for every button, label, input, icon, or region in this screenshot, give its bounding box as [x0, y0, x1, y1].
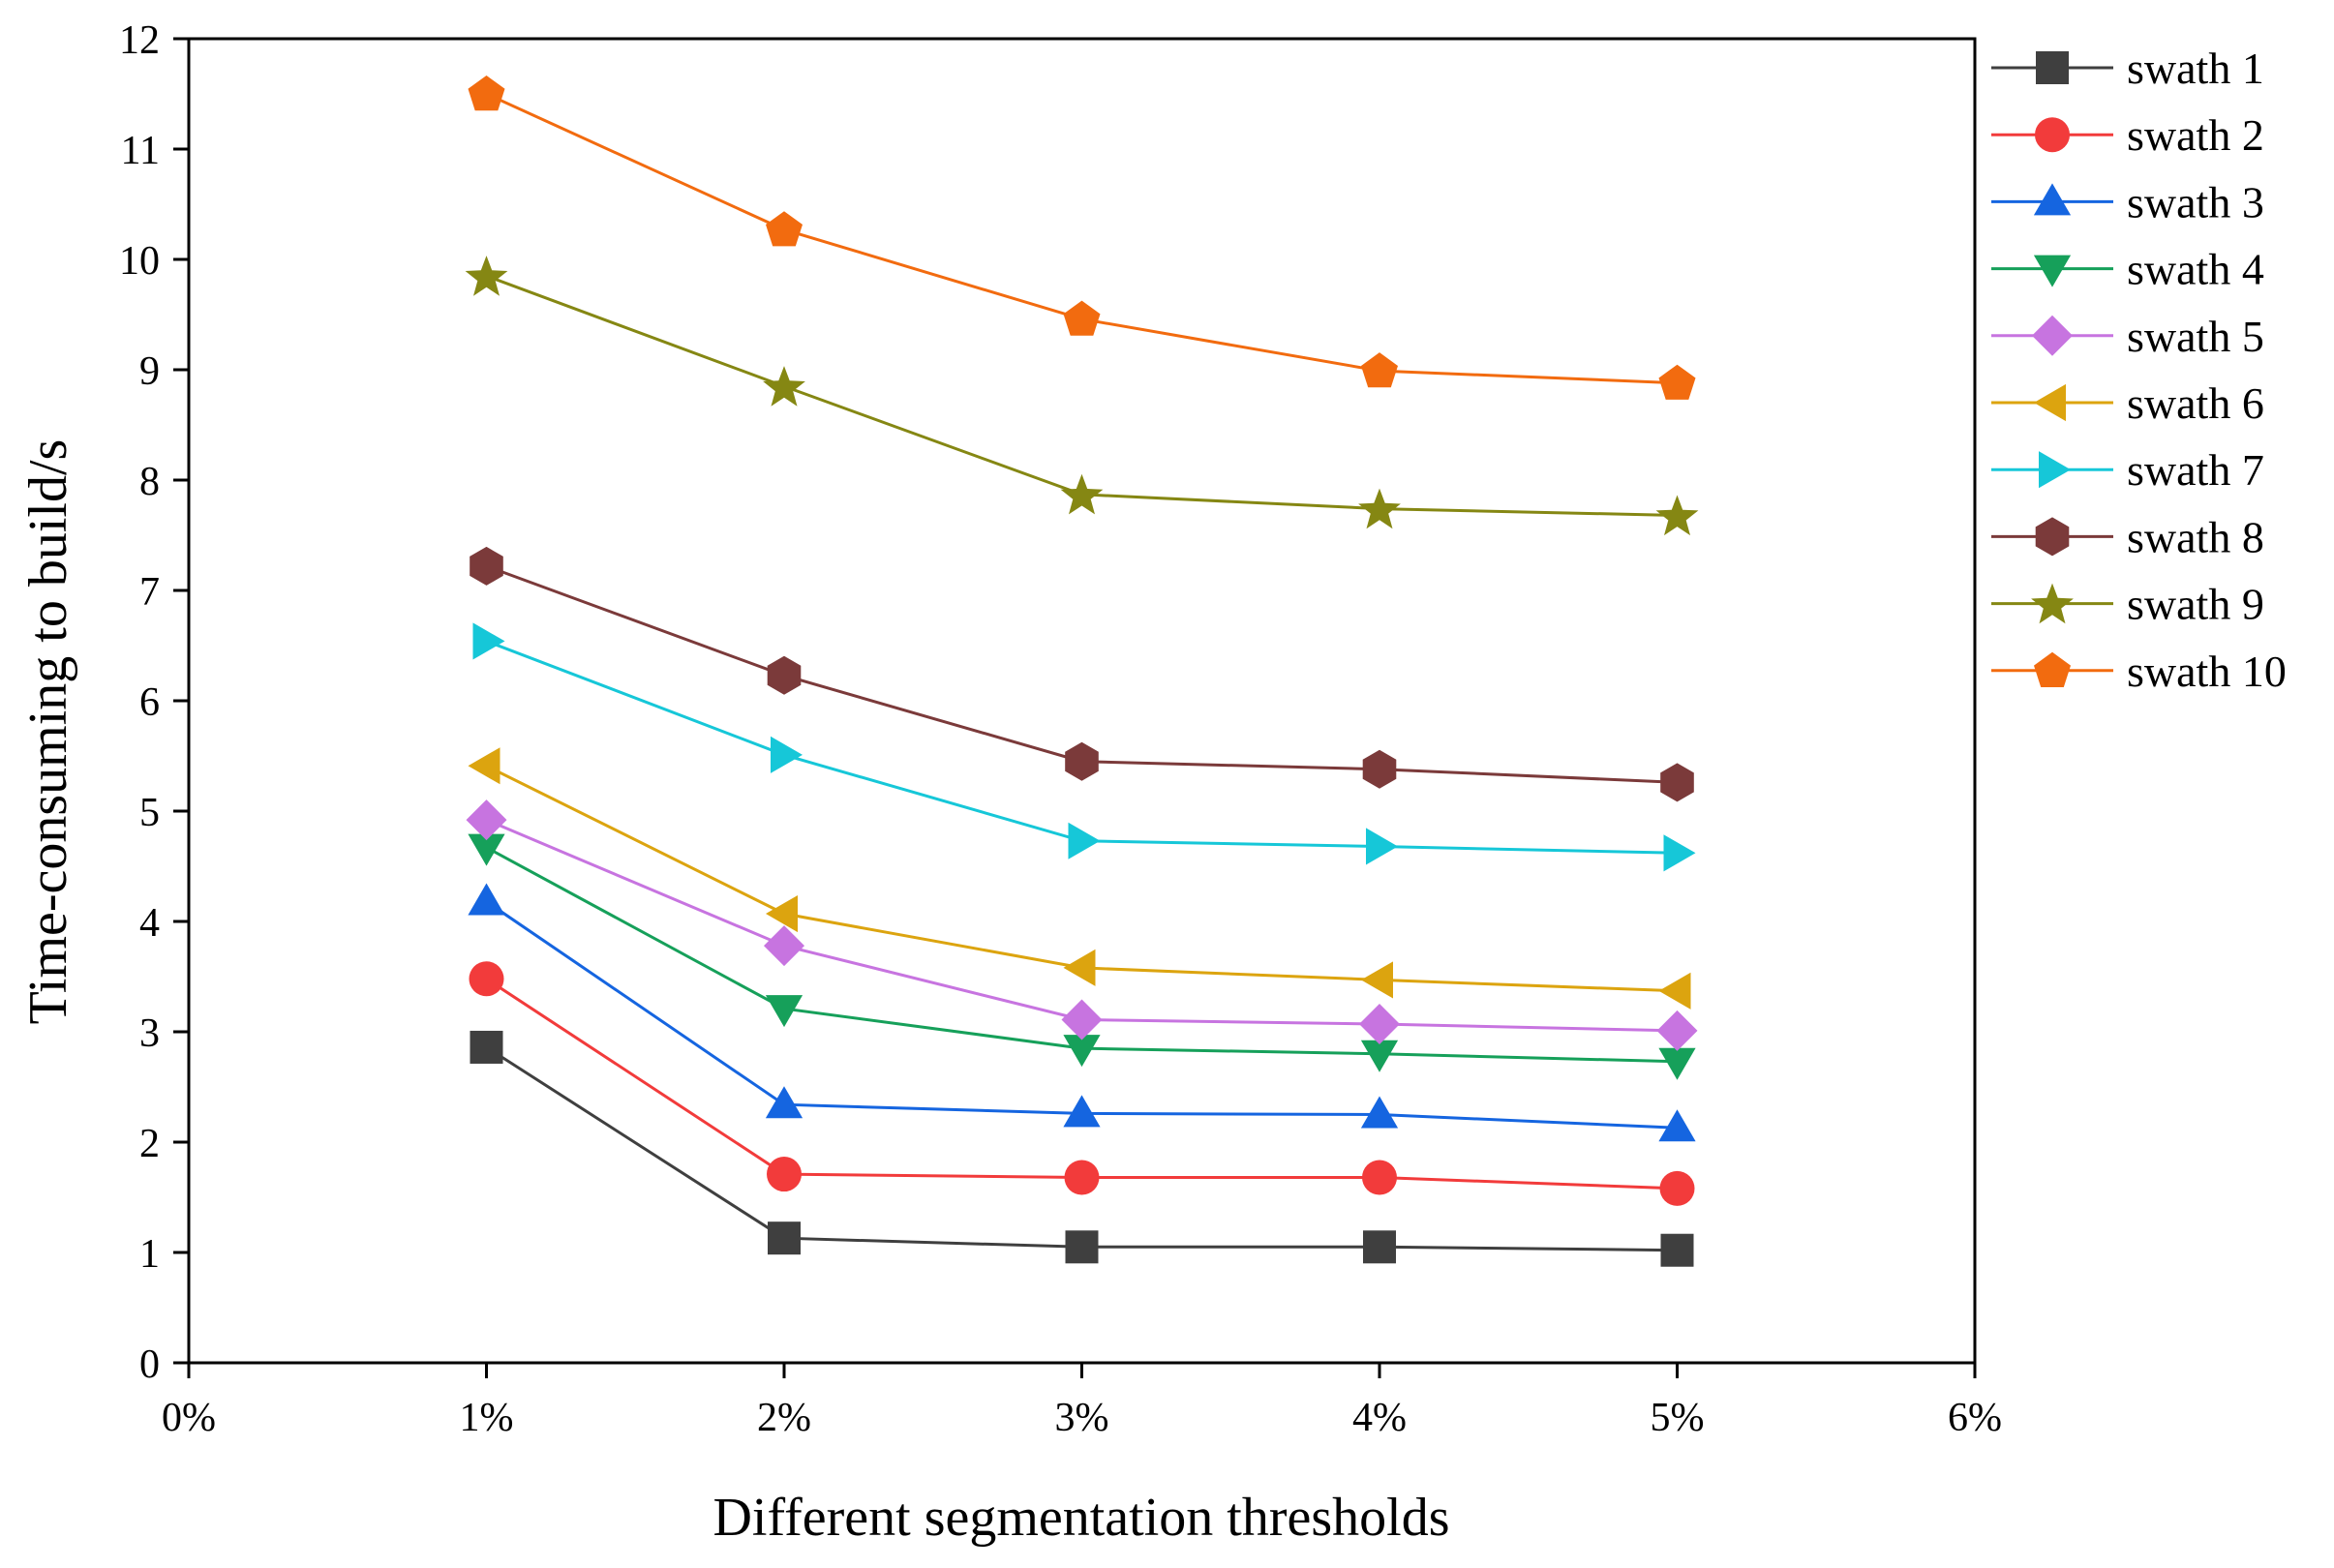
y-tick-label: 3 [139, 1011, 160, 1056]
data-point-swath-2 [1659, 1170, 1695, 1206]
data-point-swath-3 [468, 883, 505, 916]
data-point-swath-2 [1064, 1160, 1100, 1195]
legend-label-swath-4: swath 4 [2127, 245, 2264, 294]
data-point-swath-4 [765, 995, 803, 1028]
data-point-swath-9 [1655, 495, 1699, 536]
data-point-swath-5 [1359, 1004, 1400, 1044]
y-tick-label: 4 [139, 901, 160, 946]
x-tick-label: 6% [1948, 1396, 2002, 1440]
y-tick-label: 8 [139, 460, 160, 504]
legend-marker-swath-3 [2033, 183, 2072, 216]
data-point-swath-6 [1063, 949, 1096, 986]
legend-marker-swath-6 [2034, 383, 2066, 422]
data-point-swath-3 [1360, 1096, 1399, 1129]
legend-marker-swath-1 [2036, 51, 2069, 84]
data-point-swath-6 [1361, 961, 1393, 999]
y-tick-label: 0 [139, 1342, 160, 1387]
data-point-swath-4 [1360, 1040, 1399, 1072]
y-tick-label: 9 [139, 349, 160, 394]
legend-marker-swath-9 [2031, 583, 2074, 624]
y-tick-label: 12 [119, 18, 160, 63]
legend-label-swath-3: swath 3 [2127, 177, 2264, 226]
y-tick-label: 11 [121, 129, 160, 173]
data-point-swath-6 [766, 895, 798, 933]
data-point-swath-7 [1068, 822, 1101, 859]
legend-marker-swath-7 [2039, 451, 2071, 489]
legend-marker-swath-8 [2035, 517, 2070, 557]
legend-label-swath-5: swath 5 [2127, 312, 2264, 361]
data-point-swath-8 [767, 655, 802, 695]
data-point-swath-5 [1656, 1010, 1698, 1051]
data-point-swath-5 [764, 925, 804, 967]
legend-label-swath-10: swath 10 [2127, 647, 2287, 696]
data-point-swath-10 [1658, 364, 1696, 400]
data-point-swath-10 [1361, 352, 1398, 388]
legend-label-swath-2: swath 2 [2127, 110, 2264, 160]
data-point-swath-7 [1366, 828, 1398, 865]
data-point-swath-9 [763, 366, 805, 407]
x-tick-label: 0% [162, 1396, 216, 1440]
data-point-swath-6 [1658, 972, 1691, 1010]
data-point-swath-4 [1658, 1047, 1696, 1080]
data-point-swath-5 [1061, 999, 1103, 1040]
data-point-swath-1 [1065, 1230, 1099, 1264]
data-point-swath-8 [1362, 749, 1397, 789]
data-point-swath-4 [468, 833, 505, 866]
data-point-swath-8 [1065, 741, 1099, 781]
data-point-swath-9 [465, 256, 508, 296]
legend-label-swath-9: swath 9 [2127, 580, 2264, 629]
legend-label-swath-6: swath 6 [2127, 378, 2264, 428]
y-tick-label: 2 [139, 1122, 160, 1166]
data-point-swath-1 [470, 1030, 503, 1064]
y-tick-label: 1 [139, 1232, 160, 1277]
data-point-swath-8 [470, 546, 503, 586]
legend-marker-swath-2 [2035, 117, 2070, 153]
data-point-swath-1 [1363, 1230, 1396, 1264]
x-tick-label: 2% [757, 1396, 811, 1440]
data-point-swath-7 [771, 736, 803, 773]
data-point-swath-4 [1063, 1035, 1101, 1068]
data-point-swath-5 [466, 799, 507, 841]
y-axis-title: Time-consuming to build/s [18, 439, 78, 1025]
legend-label-swath-8: swath 8 [2127, 512, 2264, 561]
x-tick-label: 5% [1651, 1396, 1705, 1440]
data-point-swath-9 [1060, 473, 1104, 515]
legend-marker-swath-5 [2032, 315, 2073, 356]
data-point-swath-10 [766, 211, 803, 247]
data-point-swath-7 [472, 622, 505, 660]
data-point-swath-2 [1362, 1160, 1397, 1195]
x-tick-label: 4% [1352, 1396, 1407, 1440]
legend-marker-swath-4 [2033, 255, 2072, 287]
legend-marker-swath-10 [2034, 651, 2071, 687]
x-axis-title: Different segmentation thresholds [712, 1488, 1449, 1548]
legend-label-swath-7: swath 7 [2127, 445, 2264, 495]
data-point-swath-9 [1358, 488, 1401, 529]
y-tick-label: 10 [119, 239, 160, 284]
data-point-swath-2 [469, 961, 504, 997]
x-tick-label: 3% [1055, 1396, 1109, 1440]
data-point-swath-8 [1660, 763, 1694, 802]
data-point-swath-6 [468, 747, 500, 785]
y-tick-label: 7 [139, 570, 160, 615]
y-tick-label: 6 [139, 680, 160, 725]
data-point-swath-1 [1660, 1233, 1694, 1267]
data-point-swath-1 [768, 1221, 801, 1255]
x-tick-label: 1% [460, 1396, 514, 1440]
data-point-swath-3 [1063, 1095, 1101, 1128]
data-point-swath-2 [767, 1157, 802, 1192]
data-point-swath-10 [1063, 300, 1101, 336]
y-tick-label: 5 [139, 791, 160, 835]
data-point-swath-3 [765, 1086, 803, 1119]
data-point-swath-7 [1663, 834, 1696, 872]
data-point-swath-10 [468, 75, 505, 111]
legend-label-swath-1: swath 1 [2127, 44, 2264, 93]
data-point-swath-3 [1658, 1109, 1696, 1142]
